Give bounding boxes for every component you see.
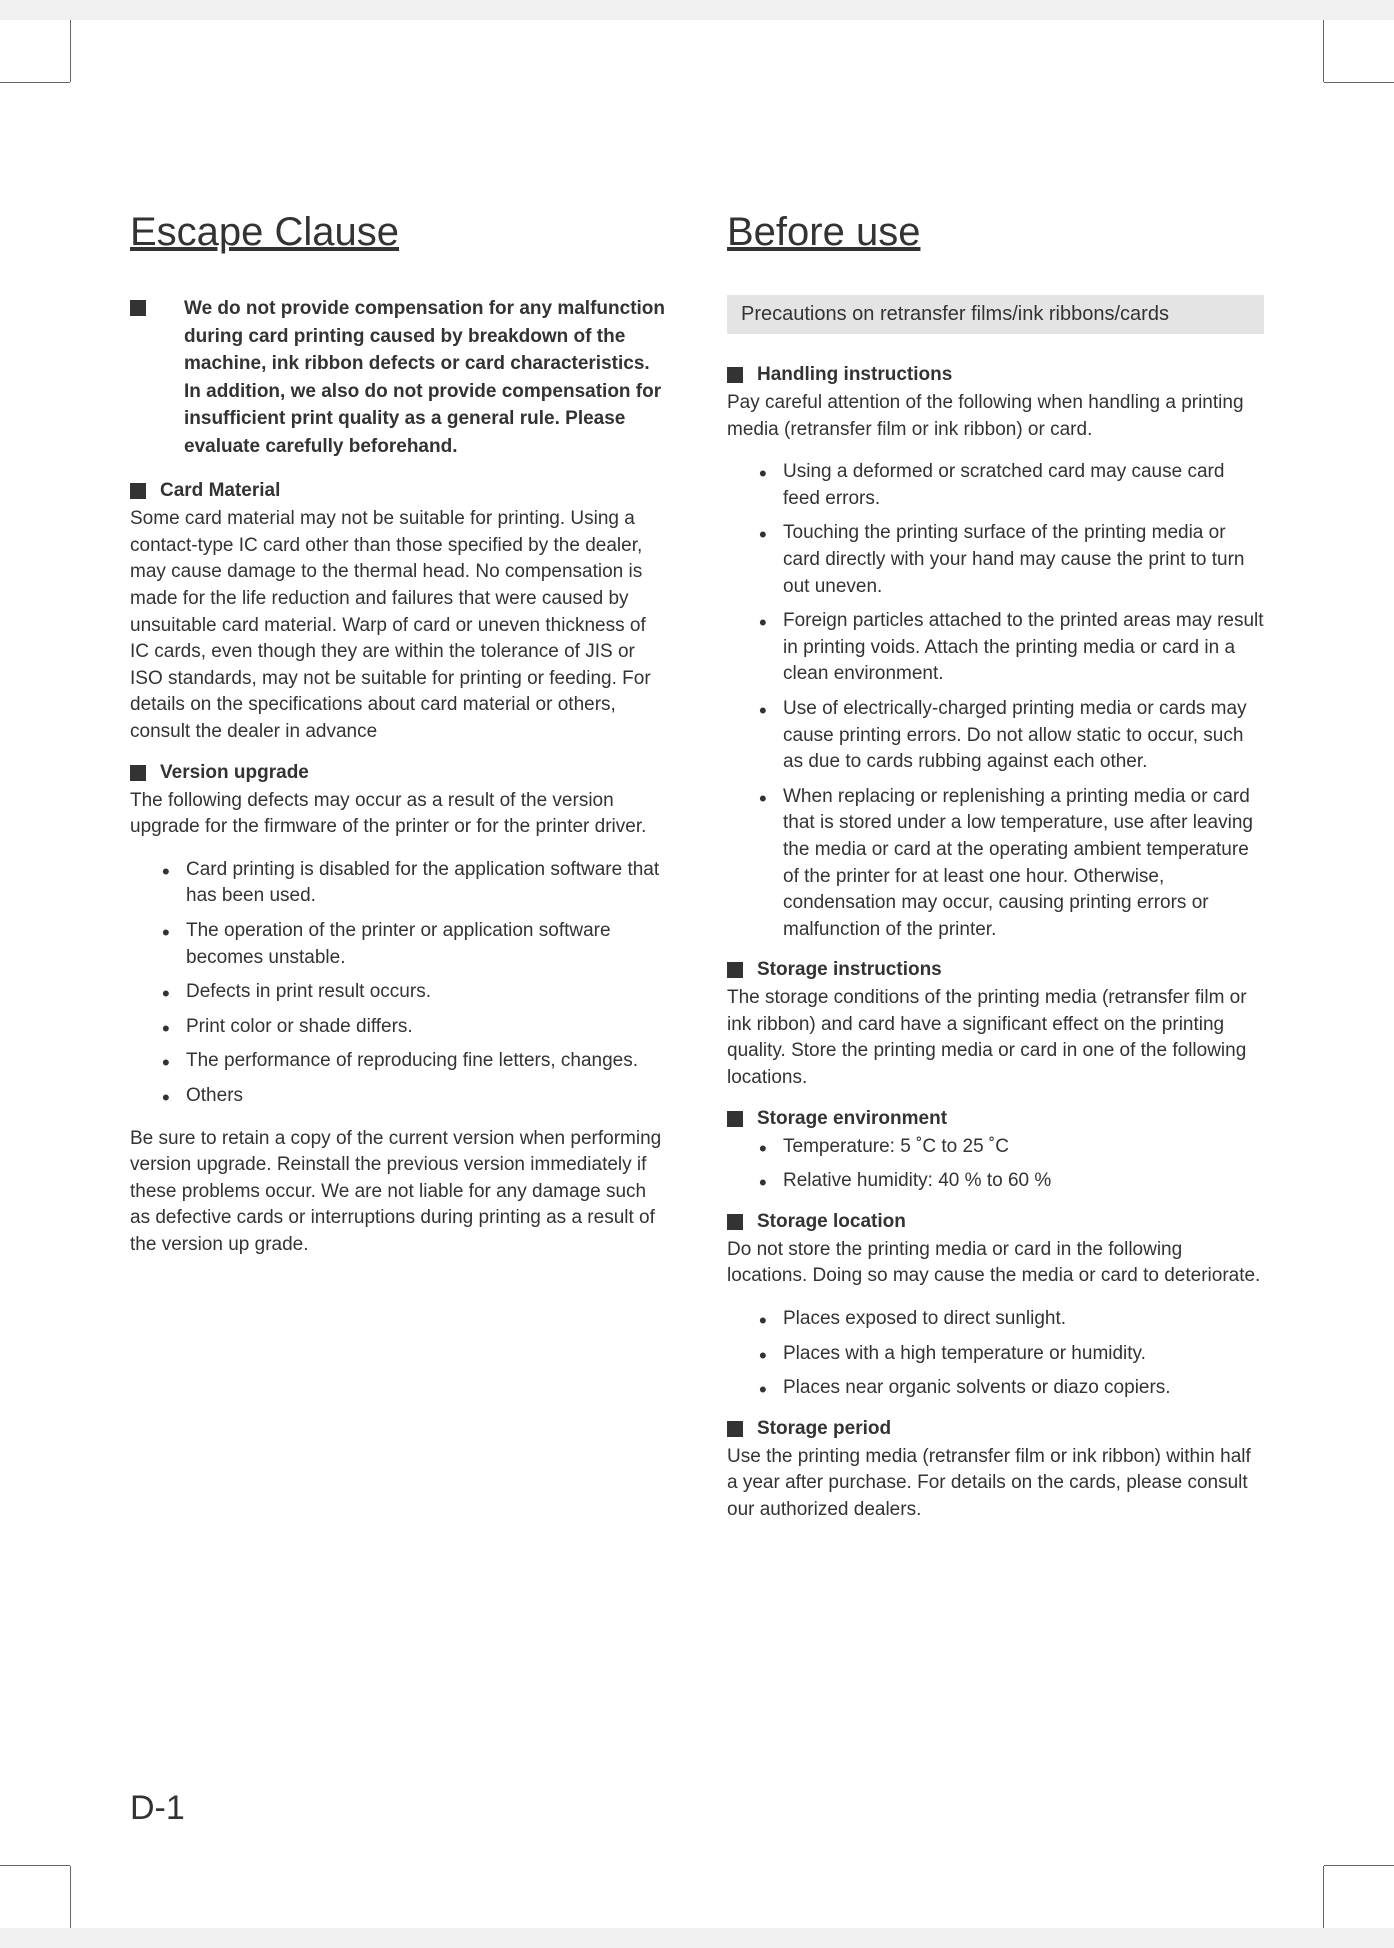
intro-paragraph: We do not provide compensation for any m… (130, 295, 667, 460)
right-column: Before use Precautions on retransfer fil… (727, 210, 1264, 1540)
columns: Escape Clause We do not provide compensa… (130, 210, 1264, 1540)
body-storage-period: Use the printing media (retransfer film … (727, 1444, 1264, 1524)
body-version-upgrade-1: The following defects may occur as a res… (130, 788, 667, 841)
body-handling: Pay careful attention of the following w… (727, 390, 1264, 443)
list-version-defects: Card printing is disabled for the applic… (130, 857, 667, 1110)
title-escape-clause: Escape Clause (130, 210, 667, 255)
crop-mark (1323, 20, 1324, 82)
page: Escape Clause We do not provide compensa… (0, 20, 1394, 1928)
heading-card-material: Card Material (130, 480, 667, 502)
body-storage: The storage conditions of the printing m… (727, 985, 1264, 1091)
list-item: Places with a high temperature or humidi… (727, 1341, 1264, 1368)
list-item: Card printing is disabled for the applic… (130, 857, 667, 910)
list-handling: Using a deformed or scratched card may c… (727, 459, 1264, 943)
list-item: Places exposed to direct sunlight. (727, 1306, 1264, 1333)
body-storage-location: Do not store the printing media or card … (727, 1237, 1264, 1290)
list-item: Relative humidity: 40 % to 60 % (727, 1168, 1264, 1195)
list-item: Others (130, 1083, 667, 1110)
left-column: Escape Clause We do not provide compensa… (130, 210, 667, 1540)
list-storage-location: Places exposed to direct sunlight. Place… (727, 1306, 1264, 1402)
crop-mark (70, 1866, 71, 1928)
crop-mark (1324, 1865, 1394, 1866)
heading-storage-period: Storage period (727, 1418, 1264, 1440)
list-item: Defects in print result occurs. (130, 979, 667, 1006)
list-storage-env: Temperature: 5 ˚C to 25 ˚C Relative humi… (727, 1134, 1264, 1195)
list-item: Places near organic solvents or diazo co… (727, 1375, 1264, 1402)
crop-mark (70, 20, 71, 82)
list-item: The performance of reproducing fine lett… (130, 1048, 667, 1075)
list-item: Using a deformed or scratched card may c… (727, 459, 1264, 512)
banner-precautions: Precautions on retransfer films/ink ribb… (727, 295, 1264, 334)
heading-handling: Handling instructions (727, 364, 1264, 386)
heading-storage-environment: Storage environment (727, 1108, 1264, 1130)
list-item: Print color or shade differs. (130, 1014, 667, 1041)
list-item: The operation of the printer or applicat… (130, 918, 667, 971)
crop-mark (1324, 82, 1394, 83)
heading-storage-instructions: Storage instructions (727, 959, 1264, 981)
list-item: Use of electrically-charged printing med… (727, 696, 1264, 776)
body-version-upgrade-2: Be sure to retain a copy of the current … (130, 1126, 667, 1259)
body-card-material: Some card material may not be suitable f… (130, 506, 667, 745)
title-before-use: Before use (727, 210, 1264, 255)
list-item: Temperature: 5 ˚C to 25 ˚C (727, 1134, 1264, 1161)
list-item: When replacing or replenishing a printin… (727, 784, 1264, 944)
heading-version-upgrade: Version upgrade (130, 762, 667, 784)
crop-mark (1323, 1866, 1324, 1928)
list-item: Touching the printing surface of the pri… (727, 520, 1264, 600)
crop-mark (0, 82, 70, 83)
page-number: D-1 (130, 1789, 185, 1828)
crop-mark (0, 1865, 70, 1866)
list-item: Foreign particles attached to the printe… (727, 608, 1264, 688)
heading-storage-location: Storage location (727, 1211, 1264, 1233)
